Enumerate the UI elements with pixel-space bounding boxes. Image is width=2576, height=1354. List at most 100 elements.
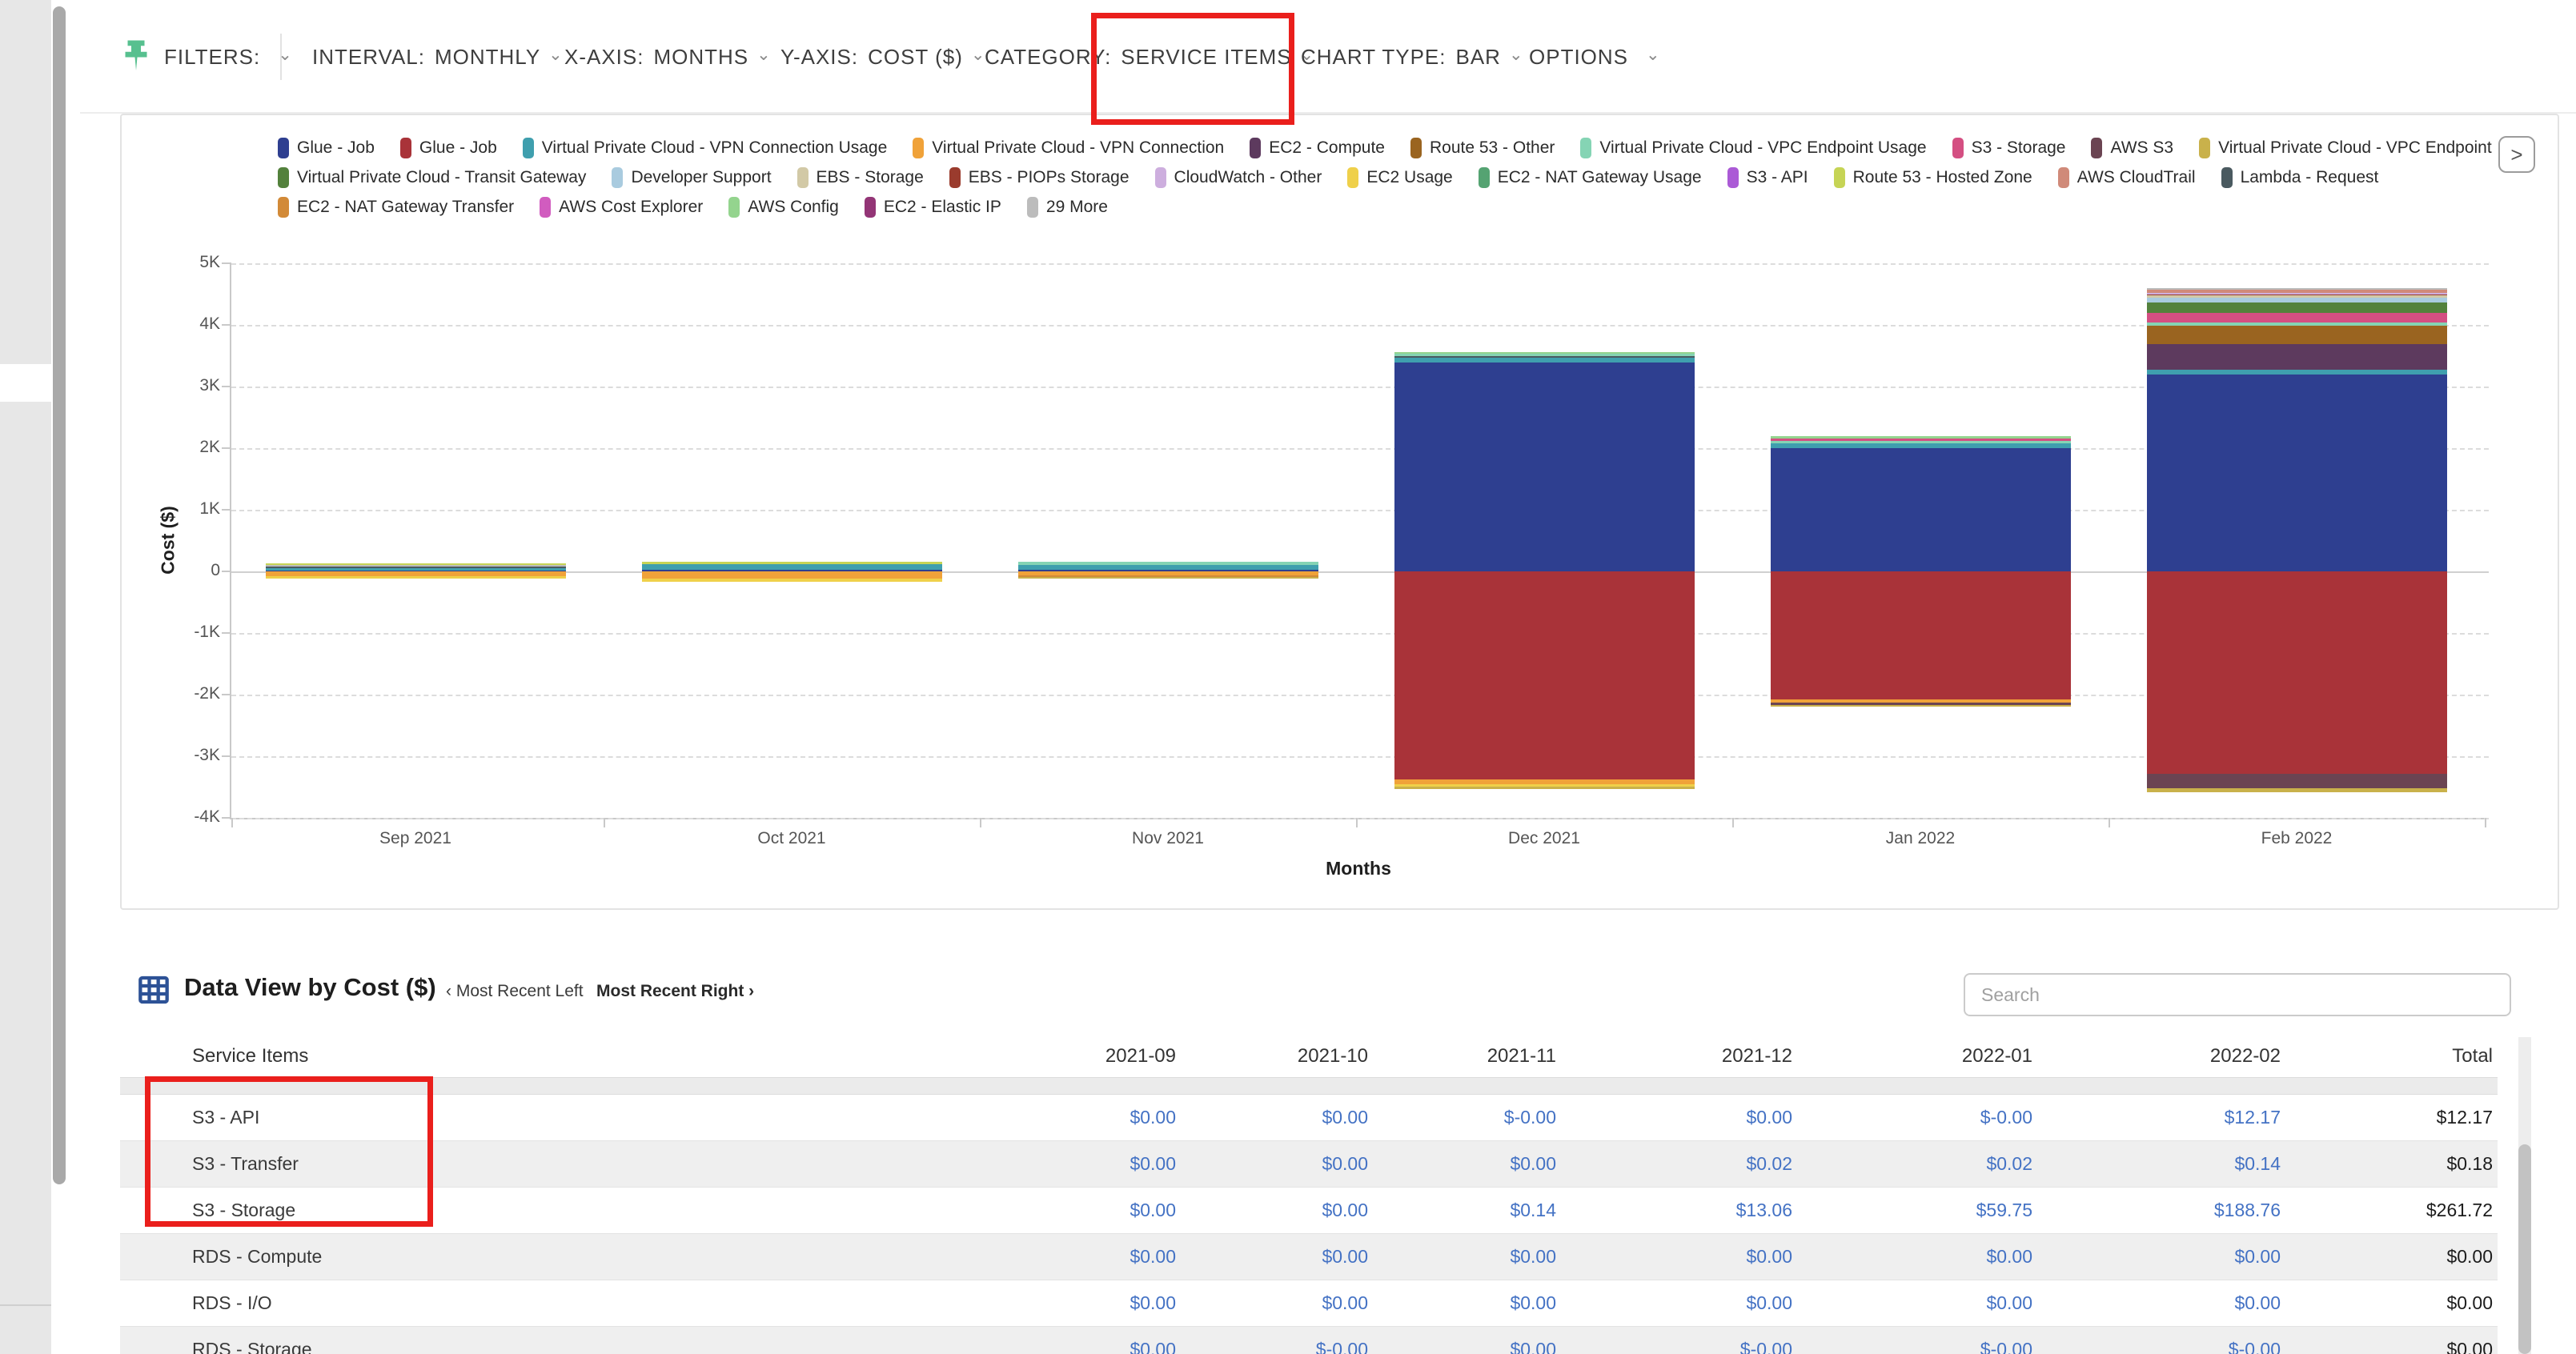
legend-item[interactable]: Lambda - Request [2221, 166, 2378, 188]
bar-segment[interactable] [1770, 443, 2071, 448]
cost-value-link[interactable]: $0.02 [1986, 1153, 2032, 1174]
bar-segment[interactable] [2146, 313, 2447, 322]
bar-segment[interactable] [2146, 788, 2447, 792]
legend-item[interactable]: AWS CloudTrail [2057, 166, 2196, 188]
bar-segment[interactable] [265, 576, 566, 579]
bar-segment[interactable] [1017, 562, 1318, 566]
bar-segment[interactable] [1394, 784, 1695, 787]
cost-value-link[interactable]: $0.00 [1510, 1339, 1556, 1354]
cost-value-link[interactable]: $-0.00 [1739, 1339, 1792, 1354]
y-axis-dropdown[interactable]: Y-AXIS: COST ($) ⌄ [780, 45, 986, 69]
cost-value-link[interactable]: $0.00 [1510, 1292, 1556, 1313]
legend-item[interactable]: Virtual Private Cloud - VPC Endpoint [2199, 137, 2492, 158]
legend-item[interactable]: Glue - Job [278, 137, 375, 158]
bar-segment[interactable] [2146, 325, 2447, 344]
cost-value-link[interactable]: $0.00 [1130, 1153, 1176, 1174]
legend-item[interactable]: EBS - PIOPs Storage [949, 166, 1130, 188]
bar-segment[interactable] [2146, 374, 2447, 571]
legend-item[interactable]: AWS Cost Explorer [540, 196, 703, 218]
interval-dropdown[interactable]: INTERVAL: MONTHLY ⌄ [312, 45, 564, 69]
most-recent-right-link[interactable]: Most Recent Right › [596, 982, 755, 1000]
bar-segment[interactable] [1394, 571, 1695, 780]
cost-value-link[interactable]: $59.75 [1976, 1200, 2032, 1220]
legend-item[interactable]: EC2 - NAT Gateway Usage [1478, 166, 1702, 188]
bar-segment[interactable] [265, 564, 566, 567]
cost-value-link[interactable]: $0.00 [1130, 1292, 1176, 1313]
page-vertical-scrollbar[interactable] [53, 6, 66, 1184]
most-recent-left-link[interactable]: ‹ Most Recent Left [446, 982, 584, 1000]
legend-item[interactable]: EC2 - Compute [1250, 137, 1385, 158]
legend-item[interactable]: Virtual Private Cloud - VPN Connection [913, 137, 1224, 158]
bar-segment[interactable] [2146, 773, 2447, 789]
legend-item[interactable]: Route 53 - Hosted Zone [1833, 166, 2032, 188]
bar-segment[interactable] [2146, 571, 2447, 774]
cost-value-link[interactable]: $188.76 [2213, 1200, 2281, 1220]
legend-item[interactable]: AWS S3 [2091, 137, 2173, 158]
bar-segment[interactable] [1017, 571, 1318, 575]
cost-value-link[interactable]: $0.00 [1510, 1153, 1556, 1174]
legend-item[interactable]: Route 53 - Other [1410, 137, 1555, 158]
bar-segment[interactable] [1770, 699, 2071, 703]
bar-segment[interactable] [2146, 370, 2447, 375]
bar-segment[interactable] [1770, 441, 2071, 444]
legend-item[interactable]: 29 More [1026, 196, 1108, 218]
cost-value-link[interactable]: $-0.00 [1980, 1339, 2032, 1354]
legend-item[interactable]: Virtual Private Cloud - VPC Endpoint Usa… [1580, 137, 1927, 158]
legend-item[interactable]: S3 - Storage [1952, 137, 2065, 158]
bar-segment[interactable] [1394, 786, 1695, 789]
pushpin-icon[interactable] [122, 40, 150, 72]
bar-segment[interactable] [641, 571, 942, 579]
legend-item[interactable]: EC2 Usage [1347, 166, 1453, 188]
bar-segment[interactable] [2146, 288, 2447, 290]
legend-item[interactable]: Virtual Private Cloud - Transit Gateway [278, 166, 586, 188]
cost-value-link[interactable]: $-0.00 [1503, 1107, 1556, 1128]
bar-segment[interactable] [1770, 571, 2071, 700]
cost-value-link[interactable]: $0.00 [1510, 1246, 1556, 1267]
bar-segment[interactable] [2146, 322, 2447, 326]
table-search-input[interactable] [1964, 973, 2511, 1016]
legend-item[interactable]: Glue - Job [399, 137, 497, 158]
bar-segment[interactable] [1017, 575, 1318, 577]
bar-segment[interactable] [265, 566, 566, 568]
cost-value-link[interactable]: $0.00 [1322, 1246, 1368, 1267]
cost-value-link[interactable]: $0.00 [1130, 1339, 1176, 1354]
bar-segment[interactable] [265, 567, 566, 571]
bar-segment[interactable] [1017, 570, 1318, 572]
legend-item[interactable]: EBS - Storage [796, 166, 924, 188]
legend-item[interactable]: CloudWatch - Other [1154, 166, 1322, 188]
chart-type-dropdown[interactable]: CHART TYPE: BAR ⌄ [1301, 45, 1524, 69]
bar-segment[interactable] [1394, 351, 1695, 355]
bar-segment[interactable] [1770, 439, 2071, 442]
bar-segment[interactable] [1394, 362, 1695, 571]
bar-segment[interactable] [641, 579, 942, 583]
cost-value-link[interactable]: $0.00 [2234, 1246, 2281, 1267]
bar-segment[interactable] [641, 562, 942, 565]
bar-segment[interactable] [2146, 294, 2447, 298]
bar-segment[interactable] [641, 570, 942, 572]
legend-item[interactable]: EC2 - NAT Gateway Transfer [278, 196, 514, 218]
table-scrollbar-thumb[interactable] [2518, 1144, 2531, 1354]
bar-segment[interactable] [641, 564, 942, 571]
legend-item[interactable]: AWS Config [728, 196, 839, 218]
options-dropdown[interactable]: OPTIONS ⌄ [1529, 45, 1661, 69]
bar-segment[interactable] [1394, 355, 1695, 358]
bar-segment[interactable] [265, 571, 566, 577]
bar-segment[interactable] [2146, 293, 2447, 295]
cost-value-link[interactable]: $13.06 [1735, 1200, 1792, 1220]
category-dropdown[interactable]: CATEGORY: SERVICE ITEMS ⌄ [985, 45, 1315, 69]
bar-segment[interactable] [2146, 302, 2447, 314]
cost-value-link[interactable]: $0.00 [1130, 1107, 1176, 1128]
cost-value-link[interactable]: $-0.00 [2228, 1339, 2281, 1354]
cost-value-link[interactable]: $0.14 [1510, 1200, 1556, 1220]
legend-item[interactable]: Virtual Private Cloud - VPN Connection U… [522, 137, 887, 158]
bar-segment[interactable] [2146, 298, 2447, 303]
cost-value-link[interactable]: $0.02 [1746, 1153, 1792, 1174]
legend-item[interactable]: EC2 - Elastic IP [864, 196, 1001, 218]
bar-segment[interactable] [2146, 343, 2447, 371]
cost-value-link[interactable]: $0.00 [1986, 1246, 2032, 1267]
cost-value-link[interactable]: $0.14 [2234, 1153, 2281, 1174]
legend-next-button[interactable]: > [2498, 136, 2535, 173]
cost-value-link[interactable]: $-0.00 [1980, 1107, 2032, 1128]
cost-value-link[interactable]: $0.00 [1986, 1292, 2032, 1313]
legend-item[interactable]: Developer Support [612, 166, 772, 188]
